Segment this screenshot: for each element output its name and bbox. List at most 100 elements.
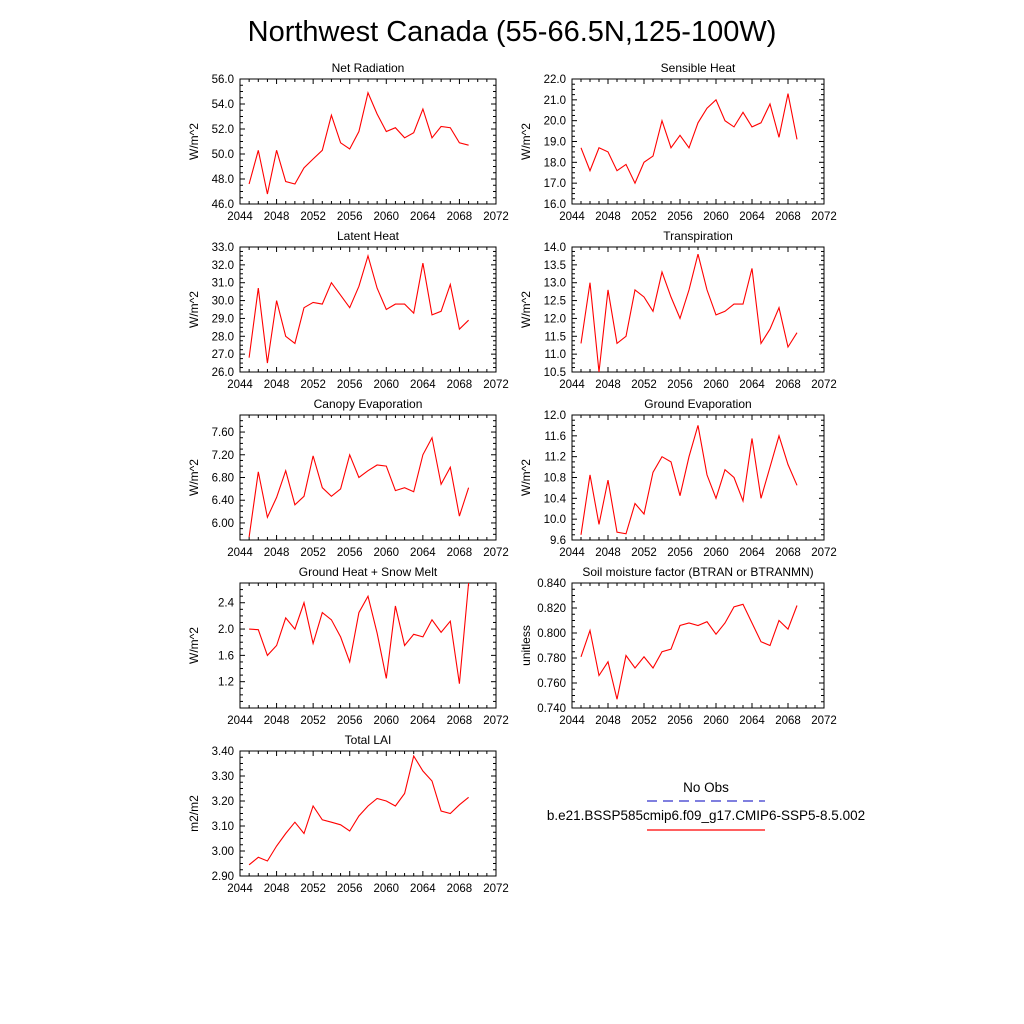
x-tick-label: 2068 bbox=[775, 379, 801, 391]
x-tick-label: 2044 bbox=[559, 211, 585, 223]
panel-6: Ground Evaporation W/m^2 2044 2048 2052 2056 2… bbox=[519, 397, 837, 559]
panel-title: Ground Heat + Snow Melt bbox=[299, 565, 438, 579]
y-tick-label: 9.6 bbox=[550, 535, 566, 547]
y-tick-label: 22.0 bbox=[544, 74, 566, 86]
y-tick-label: 2.90 bbox=[212, 871, 234, 883]
y-axis-label: unitless bbox=[519, 625, 533, 666]
series-line bbox=[248, 91, 469, 195]
y-tick-label: 54.0 bbox=[212, 99, 234, 111]
y-tick-label: 6.00 bbox=[212, 518, 234, 530]
y-tick-label: 50.0 bbox=[212, 149, 234, 161]
panels: Net Radiation W/m^2 2044 2048 2052 2056 2060 20… bbox=[187, 61, 837, 895]
panel-title: Sensible Heat bbox=[661, 61, 736, 75]
y-tick-label: 26.0 bbox=[212, 367, 234, 379]
y-tick-label: 11.0 bbox=[544, 349, 566, 361]
y-tick-label: 46.0 bbox=[212, 199, 234, 211]
series-line bbox=[580, 603, 798, 700]
y-tick-label: 3.40 bbox=[212, 746, 234, 758]
y-tick-label: 10.0 bbox=[544, 514, 566, 526]
x-tick-label: 2060 bbox=[373, 883, 399, 895]
legend: No Obs b.e21.BSSP585cmip6.f09_g17.CMIP6-… bbox=[547, 780, 865, 831]
series-line bbox=[580, 253, 798, 373]
y-axis-label: W/m^2 bbox=[519, 123, 533, 160]
panel-5: Canopy Evaporation W/m^2 2044 2048 2052 2056 2… bbox=[187, 397, 509, 559]
x-tick-label: 2044 bbox=[227, 379, 253, 391]
x-tick-label: 2052 bbox=[300, 379, 326, 391]
x-tick-label: 2048 bbox=[264, 547, 290, 559]
y-tick-label: 16.0 bbox=[544, 199, 566, 211]
x-tick-label: 2048 bbox=[264, 883, 290, 895]
x-tick-label: 2056 bbox=[337, 715, 363, 727]
x-tick-label: 2068 bbox=[447, 715, 473, 727]
y-tick-label: 29.0 bbox=[212, 313, 234, 325]
x-tick-label: 2044 bbox=[227, 715, 253, 727]
x-tick-label: 2048 bbox=[595, 547, 621, 559]
x-tick-label: 2064 bbox=[739, 211, 765, 223]
y-tick-label: 7.60 bbox=[212, 427, 234, 439]
x-tick-label: 2044 bbox=[227, 211, 253, 223]
x-tick-label: 2060 bbox=[373, 547, 399, 559]
y-tick-label: 11.6 bbox=[544, 431, 566, 443]
x-tick-label: 2064 bbox=[739, 379, 765, 391]
y-tick-label: 20.0 bbox=[544, 116, 566, 128]
y-tick-label: 1.6 bbox=[218, 650, 234, 662]
panel-title: Latent Heat bbox=[337, 229, 400, 243]
y-tick-label: 3.00 bbox=[212, 846, 234, 858]
x-tick-label: 2048 bbox=[595, 379, 621, 391]
figure-title: Northwest Canada (55-66.5N,125-100W) bbox=[248, 16, 777, 48]
x-tick-label: 2072 bbox=[483, 883, 509, 895]
series-line bbox=[248, 754, 469, 866]
x-tick-label: 2060 bbox=[703, 715, 729, 727]
y-axis-label: W/m^2 bbox=[187, 459, 201, 496]
series-line bbox=[248, 253, 469, 364]
series-line bbox=[580, 93, 798, 185]
x-tick-label: 2056 bbox=[667, 379, 693, 391]
x-tick-label: 2056 bbox=[337, 379, 363, 391]
series-line bbox=[580, 425, 798, 535]
x-tick-label: 2064 bbox=[410, 211, 436, 223]
y-tick-label: 19.0 bbox=[544, 137, 566, 149]
x-tick-label: 2052 bbox=[631, 715, 657, 727]
y-tick-label: 0.780 bbox=[537, 653, 566, 665]
x-tick-label: 2044 bbox=[559, 379, 585, 391]
x-tick-label: 2064 bbox=[410, 715, 436, 727]
x-tick-label: 2048 bbox=[595, 715, 621, 727]
x-tick-label: 2060 bbox=[703, 379, 729, 391]
x-tick-label: 2068 bbox=[447, 883, 473, 895]
y-axis-label: W/m^2 bbox=[187, 627, 201, 664]
panel-2: Sensible Heat W/m^2 2044 2048 2052 2056 2060 20… bbox=[519, 61, 837, 223]
x-tick-label: 2064 bbox=[410, 883, 436, 895]
y-tick-label: 31.0 bbox=[212, 278, 234, 290]
y-tick-label: 12.0 bbox=[544, 313, 566, 325]
y-tick-label: 6.40 bbox=[212, 495, 234, 507]
y-tick-label: 3.30 bbox=[212, 771, 234, 783]
y-tick-label: 33.0 bbox=[212, 242, 234, 254]
series-line bbox=[249, 582, 470, 684]
y-tick-label: 52.0 bbox=[212, 124, 234, 136]
y-axis-label: W/m^2 bbox=[187, 291, 201, 328]
x-tick-label: 2060 bbox=[373, 379, 399, 391]
panel-7: Ground Heat + Snow Melt W/m^2 2044 2048 2052… bbox=[187, 565, 509, 727]
x-tick-label: 2052 bbox=[631, 379, 657, 391]
y-tick-label: 13.0 bbox=[544, 278, 566, 290]
legend-label-obs: No Obs bbox=[683, 780, 729, 795]
y-tick-label: 3.20 bbox=[212, 796, 234, 808]
panel-1: Net Radiation W/m^2 2044 2048 2052 2056 2060 20… bbox=[187, 61, 509, 223]
y-tick-label: 27.0 bbox=[212, 349, 234, 361]
x-tick-label: 2044 bbox=[559, 715, 585, 727]
x-tick-label: 2072 bbox=[483, 547, 509, 559]
x-tick-label: 2072 bbox=[483, 379, 509, 391]
x-tick-label: 2056 bbox=[667, 715, 693, 727]
x-tick-label: 2064 bbox=[410, 379, 436, 391]
y-tick-label: 2.0 bbox=[218, 624, 234, 636]
x-tick-label: 2072 bbox=[811, 211, 837, 223]
x-tick-label: 2064 bbox=[739, 547, 765, 559]
x-tick-label: 2044 bbox=[227, 883, 253, 895]
x-tick-label: 2068 bbox=[775, 715, 801, 727]
y-tick-label: 7.20 bbox=[212, 450, 234, 462]
series-line bbox=[248, 436, 470, 538]
y-axis-label: W/m^2 bbox=[519, 459, 533, 496]
y-tick-label: 0.760 bbox=[537, 678, 566, 690]
y-tick-label: 1.2 bbox=[218, 677, 234, 689]
panel-9: Total LAI m2/m2 2044 2048 2052 2056 2060 2064 20… bbox=[187, 733, 509, 895]
